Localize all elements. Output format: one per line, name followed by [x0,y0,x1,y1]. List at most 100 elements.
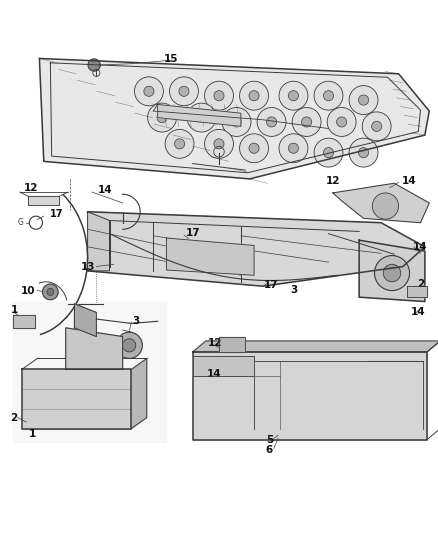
Text: 2: 2 [11,413,18,423]
Circle shape [375,425,387,437]
Text: 3: 3 [132,316,139,326]
Circle shape [214,139,224,149]
Circle shape [374,255,410,290]
Circle shape [205,81,233,110]
Circle shape [196,112,207,123]
Text: 10: 10 [21,286,36,296]
Circle shape [349,425,360,437]
Text: 14: 14 [98,185,113,195]
Polygon shape [22,369,131,429]
Circle shape [47,288,54,295]
Polygon shape [13,302,166,442]
Polygon shape [66,328,123,369]
Circle shape [88,59,100,71]
Circle shape [358,95,369,105]
Circle shape [205,130,233,158]
Circle shape [314,138,343,167]
Polygon shape [193,341,438,352]
Circle shape [349,86,378,115]
Circle shape [323,91,334,101]
Text: 1: 1 [29,429,36,439]
Text: 12: 12 [23,183,38,192]
Text: 3: 3 [290,285,297,295]
Circle shape [300,389,322,411]
Text: 15: 15 [163,54,178,64]
Circle shape [179,86,189,96]
Text: 14: 14 [413,242,428,252]
Circle shape [372,193,399,219]
Circle shape [279,81,308,110]
Polygon shape [39,59,429,179]
Text: 17: 17 [50,209,64,219]
Text: 2: 2 [417,279,424,289]
Circle shape [371,122,382,132]
Circle shape [170,77,198,106]
Circle shape [383,264,401,282]
Circle shape [14,317,23,326]
Circle shape [358,148,369,158]
Circle shape [287,376,335,424]
Circle shape [134,77,163,106]
Text: 12: 12 [325,176,340,186]
Circle shape [111,419,121,430]
Text: 14: 14 [411,308,426,318]
Circle shape [249,91,259,101]
Polygon shape [407,286,427,297]
Text: 17: 17 [264,280,279,290]
Text: 1: 1 [11,305,18,316]
Text: 14: 14 [402,176,417,186]
Circle shape [231,117,242,127]
Circle shape [116,332,142,359]
Circle shape [327,108,356,136]
Circle shape [165,130,194,158]
Circle shape [123,339,136,352]
Text: 13: 13 [80,262,95,271]
Polygon shape [74,304,96,336]
Circle shape [288,143,299,154]
Circle shape [229,425,240,437]
Circle shape [402,425,413,437]
Polygon shape [359,240,425,302]
Circle shape [42,284,58,300]
Polygon shape [193,356,254,376]
Circle shape [336,117,347,127]
Text: 17: 17 [185,228,200,238]
Circle shape [214,91,224,101]
Text: 5: 5 [266,435,273,446]
Circle shape [278,367,344,433]
Text: 14: 14 [207,369,222,379]
Polygon shape [88,212,425,286]
Circle shape [157,112,167,123]
Circle shape [222,108,251,136]
Circle shape [292,108,321,136]
Circle shape [240,134,268,163]
Circle shape [240,81,268,110]
Circle shape [187,103,216,132]
Circle shape [266,117,277,127]
Circle shape [28,419,38,430]
Polygon shape [219,336,245,352]
Circle shape [362,112,391,141]
Text: 6: 6 [266,446,273,456]
Circle shape [202,425,214,437]
Circle shape [288,91,299,101]
Polygon shape [88,212,110,271]
Text: G: G [18,218,24,227]
Polygon shape [193,352,427,440]
Polygon shape [131,359,147,429]
Polygon shape [28,197,59,205]
Polygon shape [13,314,35,328]
Polygon shape [333,183,429,223]
Text: 12: 12 [207,338,222,348]
Circle shape [314,81,343,110]
Circle shape [301,117,312,127]
Circle shape [323,148,334,158]
Circle shape [257,108,286,136]
Circle shape [144,86,154,96]
Circle shape [349,138,378,167]
Circle shape [249,143,259,154]
Polygon shape [166,238,254,275]
Circle shape [279,134,308,163]
Circle shape [148,103,177,132]
Polygon shape [158,104,241,126]
